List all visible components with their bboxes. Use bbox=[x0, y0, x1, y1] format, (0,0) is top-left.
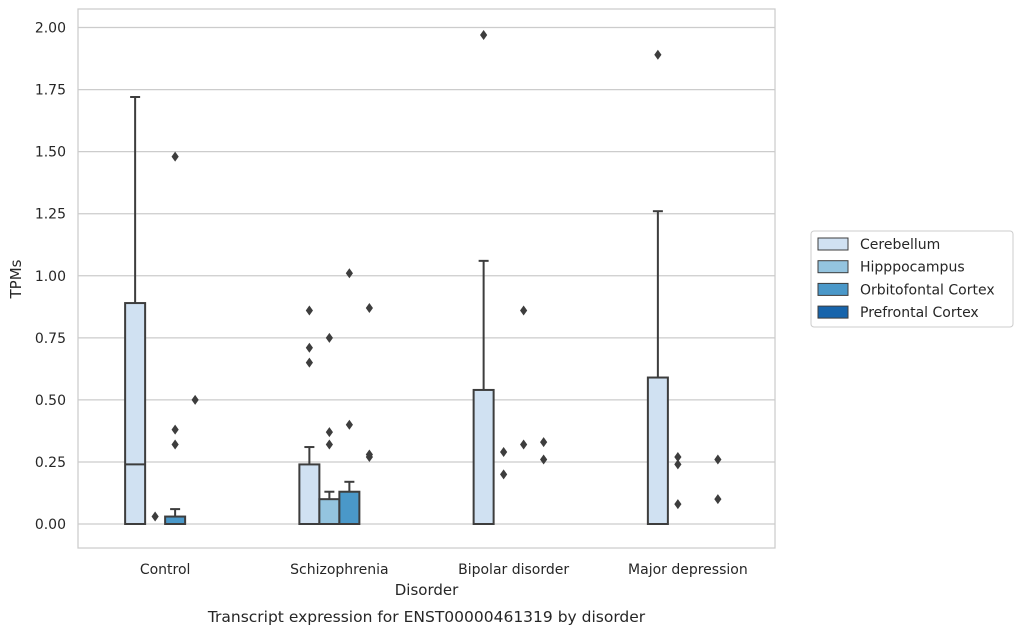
outlier-point bbox=[345, 268, 353, 279]
y-tick-label: 0.50 bbox=[35, 393, 66, 409]
box-body bbox=[298, 463, 321, 526]
box-bipolar-disorder-prefrontal-cortex bbox=[540, 437, 548, 465]
legend-label: Hipppocampus bbox=[860, 260, 965, 276]
outlier-point bbox=[714, 494, 722, 505]
chart-caption: Transcript expression for ENST0000046131… bbox=[207, 608, 646, 626]
box-schizophrenia-cerebellum bbox=[298, 305, 321, 526]
box-control-cerebellum bbox=[124, 96, 147, 525]
box-body bbox=[164, 515, 187, 525]
y-tick-label: 1.50 bbox=[35, 145, 66, 161]
outlier-point bbox=[714, 454, 722, 465]
outlier-point bbox=[151, 511, 159, 522]
box-bipolar-disorder-orbitofontal-cortex bbox=[520, 305, 528, 450]
y-tick-label: 0.75 bbox=[35, 331, 66, 347]
box-major-depression-hipppocampus bbox=[674, 451, 682, 510]
y-tick-label: 0.25 bbox=[35, 455, 66, 471]
x-axis-label: Disorder bbox=[395, 581, 459, 599]
outlier-point bbox=[365, 303, 373, 314]
box-bipolar-disorder-cerebellum bbox=[472, 29, 495, 525]
outlier-point bbox=[520, 305, 528, 316]
legend-label: Orbitofontal Cortex bbox=[860, 282, 995, 298]
y-tick-label: 1.75 bbox=[35, 83, 66, 99]
x-tick-label: Schizophrenia bbox=[290, 562, 388, 578]
legend-swatch bbox=[817, 282, 849, 296]
outlier-point bbox=[305, 305, 313, 316]
legend-frame bbox=[810, 230, 1014, 328]
box-control-prefrontal-cortex bbox=[191, 394, 199, 405]
x-tick-label: Major depression bbox=[628, 562, 748, 578]
legend-swatch bbox=[817, 237, 849, 251]
box-schizophrenia-hipppocampus bbox=[318, 332, 341, 525]
outlier-point bbox=[171, 424, 179, 435]
outlier-point bbox=[674, 499, 682, 510]
outlier-point bbox=[365, 451, 373, 462]
y-tick-label: 2.00 bbox=[35, 21, 66, 37]
y-axis-label: TPMs bbox=[7, 259, 25, 299]
outlier-point bbox=[171, 439, 179, 450]
box-schizophrenia-orbitofontal-cortex bbox=[338, 268, 361, 526]
legend-label: Prefrontal Cortex bbox=[860, 305, 979, 321]
x-tick-label: Bipolar disorder bbox=[458, 562, 569, 578]
grid-lines bbox=[78, 26, 775, 525]
outlier-point bbox=[191, 394, 199, 405]
outlier-point bbox=[325, 427, 333, 438]
legend-label: Cerebellum bbox=[860, 237, 940, 253]
outlier-point bbox=[480, 29, 488, 40]
outlier-point bbox=[305, 342, 313, 353]
y-tick-label: 1.00 bbox=[35, 269, 66, 285]
outlier-point bbox=[500, 447, 508, 458]
box-major-depression-prefrontal-cortex bbox=[714, 454, 722, 505]
box-control-hipppocampus bbox=[151, 511, 159, 522]
legend-swatch bbox=[817, 260, 849, 274]
box-body bbox=[318, 498, 341, 525]
outlier-point bbox=[345, 419, 353, 430]
box-body bbox=[338, 490, 361, 526]
x-axis-ticks: Control Schizophrenia Bipolar disorder Majo… bbox=[140, 562, 748, 578]
plot-area-frame bbox=[77, 8, 776, 549]
box-body bbox=[646, 376, 669, 525]
box-body bbox=[124, 302, 147, 525]
outlier-point bbox=[305, 357, 313, 368]
box-major-depression-cerebellum bbox=[646, 49, 669, 525]
legend: Cerebellum Hipppocampus Orbitofontal Corte… bbox=[810, 230, 1014, 328]
outlier-point bbox=[520, 439, 528, 450]
outlier-point bbox=[540, 454, 548, 465]
outlier-point bbox=[325, 332, 333, 343]
box-control-orbitofontal-cortex bbox=[164, 151, 187, 525]
box-schizophrenia-prefrontal-cortex bbox=[365, 303, 373, 462]
box-plot-marks bbox=[124, 29, 722, 526]
box-bipolar-disorder-hipppocampus bbox=[500, 447, 508, 480]
y-tick-label: 0.00 bbox=[35, 517, 66, 533]
outlier-point bbox=[171, 151, 179, 162]
outlier-point bbox=[674, 459, 682, 470]
legend-swatch bbox=[817, 305, 849, 319]
box-body bbox=[472, 388, 495, 525]
outlier-point bbox=[325, 439, 333, 450]
outlier-point bbox=[654, 49, 662, 60]
outlier-point bbox=[500, 469, 508, 480]
y-axis-ticks: 0.00 0.25 0.50 0.75 1.00 1.25 1.50 1.75 2.00 bbox=[35, 21, 66, 534]
x-tick-label: Control bbox=[140, 562, 191, 578]
outlier-point bbox=[674, 451, 682, 462]
outlier-point bbox=[540, 437, 548, 448]
y-tick-label: 1.25 bbox=[35, 207, 66, 223]
